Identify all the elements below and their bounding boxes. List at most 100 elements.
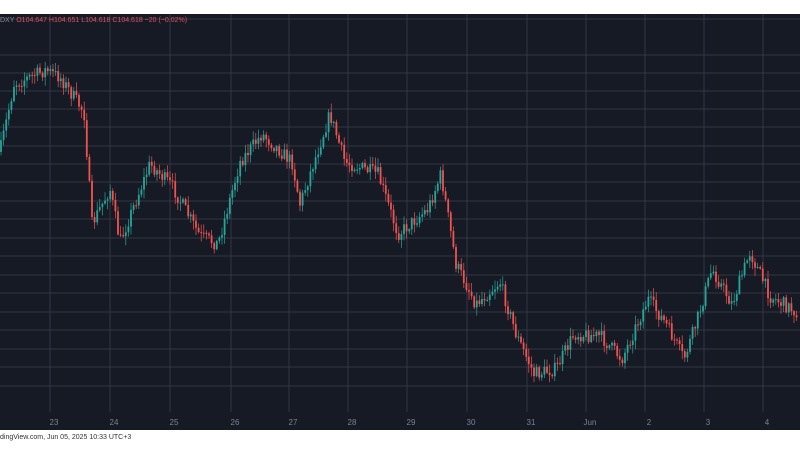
- candle-body: [486, 300, 489, 302]
- candle-body: [548, 372, 551, 376]
- candle-body: [325, 132, 327, 137]
- candle-body: [499, 284, 502, 287]
- candle-body: [208, 233, 210, 236]
- candle-body: [304, 190, 307, 193]
- candle-body: [696, 312, 699, 329]
- candle-body: [114, 199, 117, 212]
- candle-body: [23, 80, 26, 87]
- candle-body: [28, 74, 31, 77]
- candle-body: [507, 306, 509, 315]
- candle-body: [166, 172, 169, 178]
- legend-symbol: DXY: [0, 17, 15, 24]
- candle-body: [600, 330, 603, 336]
- x-tick-label: 30: [467, 418, 476, 427]
- candle-body: [470, 291, 473, 297]
- candle-body: [559, 363, 561, 365]
- candle-body: [621, 359, 624, 364]
- candle-body: [709, 273, 712, 278]
- x-tick-label: 3: [706, 418, 711, 427]
- candle-body: [135, 205, 138, 207]
- candle-body: [462, 270, 465, 284]
- candle-body: [390, 202, 392, 210]
- candle-body: [257, 137, 260, 144]
- candle-body: [728, 296, 730, 304]
- candle-body: [504, 284, 507, 307]
- candle-body: [15, 85, 18, 87]
- candle-body: [275, 146, 278, 152]
- candle-body: [312, 169, 314, 172]
- candle-body: [148, 161, 151, 175]
- candle-body: [509, 312, 512, 315]
- candle-body: [403, 224, 405, 235]
- candle-body: [197, 227, 200, 233]
- candle-body: [96, 210, 99, 223]
- candle-body: [192, 214, 195, 221]
- candle-body: [377, 167, 379, 172]
- candle-body: [145, 174, 148, 177]
- candle-body: [764, 278, 767, 282]
- candle-body: [59, 78, 62, 82]
- candle-body: [371, 164, 374, 166]
- top-strip: [0, 0, 800, 14]
- candle-body: [759, 266, 762, 269]
- candle-body: [556, 362, 559, 364]
- candle-body: [228, 197, 231, 214]
- candle-body: [712, 271, 715, 274]
- candle-body: [460, 263, 463, 271]
- candle-body: [309, 171, 312, 187]
- candle-body: [572, 336, 574, 338]
- candle-body: [0, 140, 2, 152]
- candle-body: [379, 167, 382, 184]
- candle-body: [478, 300, 481, 305]
- candle-body: [85, 120, 88, 157]
- candle-body: [20, 86, 23, 88]
- x-tick-label: 26: [231, 418, 240, 427]
- candle-body: [553, 362, 556, 377]
- candle-body: [345, 158, 348, 163]
- candle-body: [743, 262, 746, 276]
- candle-body: [408, 229, 411, 232]
- candle-body: [252, 139, 255, 145]
- candle-body: [616, 345, 619, 357]
- candle-body: [426, 210, 429, 213]
- price-chart[interactable]: 23 24 25 26 27 28 29 30 31 Jun 2 3 4: [0, 14, 800, 430]
- candle-body: [234, 182, 236, 191]
- chart-area[interactable]: 23 24 25 26 27 28 29 30 31 Jun 2 3 4: [0, 14, 800, 430]
- candle-body: [587, 330, 590, 343]
- candle-body: [244, 152, 247, 166]
- candle-body: [62, 78, 65, 89]
- candle-body: [410, 218, 413, 230]
- candle-body: [434, 191, 437, 203]
- candle-body: [733, 300, 736, 302]
- candle-body: [605, 345, 608, 348]
- candle-body: [78, 95, 80, 107]
- candle-body: [678, 340, 681, 345]
- candle-body: [707, 277, 710, 287]
- candle-body: [624, 352, 626, 364]
- candle-body: [585, 330, 587, 337]
- candle-body: [543, 366, 546, 375]
- candle-body: [637, 324, 639, 326]
- candle-body: [353, 169, 356, 172]
- candle-body: [494, 289, 496, 292]
- candle-body: [182, 199, 184, 203]
- candle-body: [351, 165, 353, 172]
- legend-ohlc: O104.647 H104.651 L104.618 C104.618 −20 …: [16, 17, 188, 24]
- candle-body: [642, 309, 645, 322]
- candle-body: [382, 183, 385, 186]
- candle-body: [538, 367, 541, 378]
- candle-body: [187, 204, 190, 217]
- candle-body: [574, 337, 577, 340]
- candle-body: [452, 231, 455, 248]
- candle-body: [447, 199, 450, 213]
- x-tick-label: 27: [289, 418, 298, 427]
- candle-body: [195, 220, 197, 228]
- candle-body: [83, 109, 86, 121]
- candle-body: [746, 260, 749, 263]
- candle-body: [319, 147, 322, 155]
- candle-body: [296, 180, 299, 192]
- candle-body: [787, 303, 790, 313]
- candle-body: [413, 218, 416, 225]
- candle-body: [52, 69, 54, 72]
- candle-body: [270, 144, 273, 149]
